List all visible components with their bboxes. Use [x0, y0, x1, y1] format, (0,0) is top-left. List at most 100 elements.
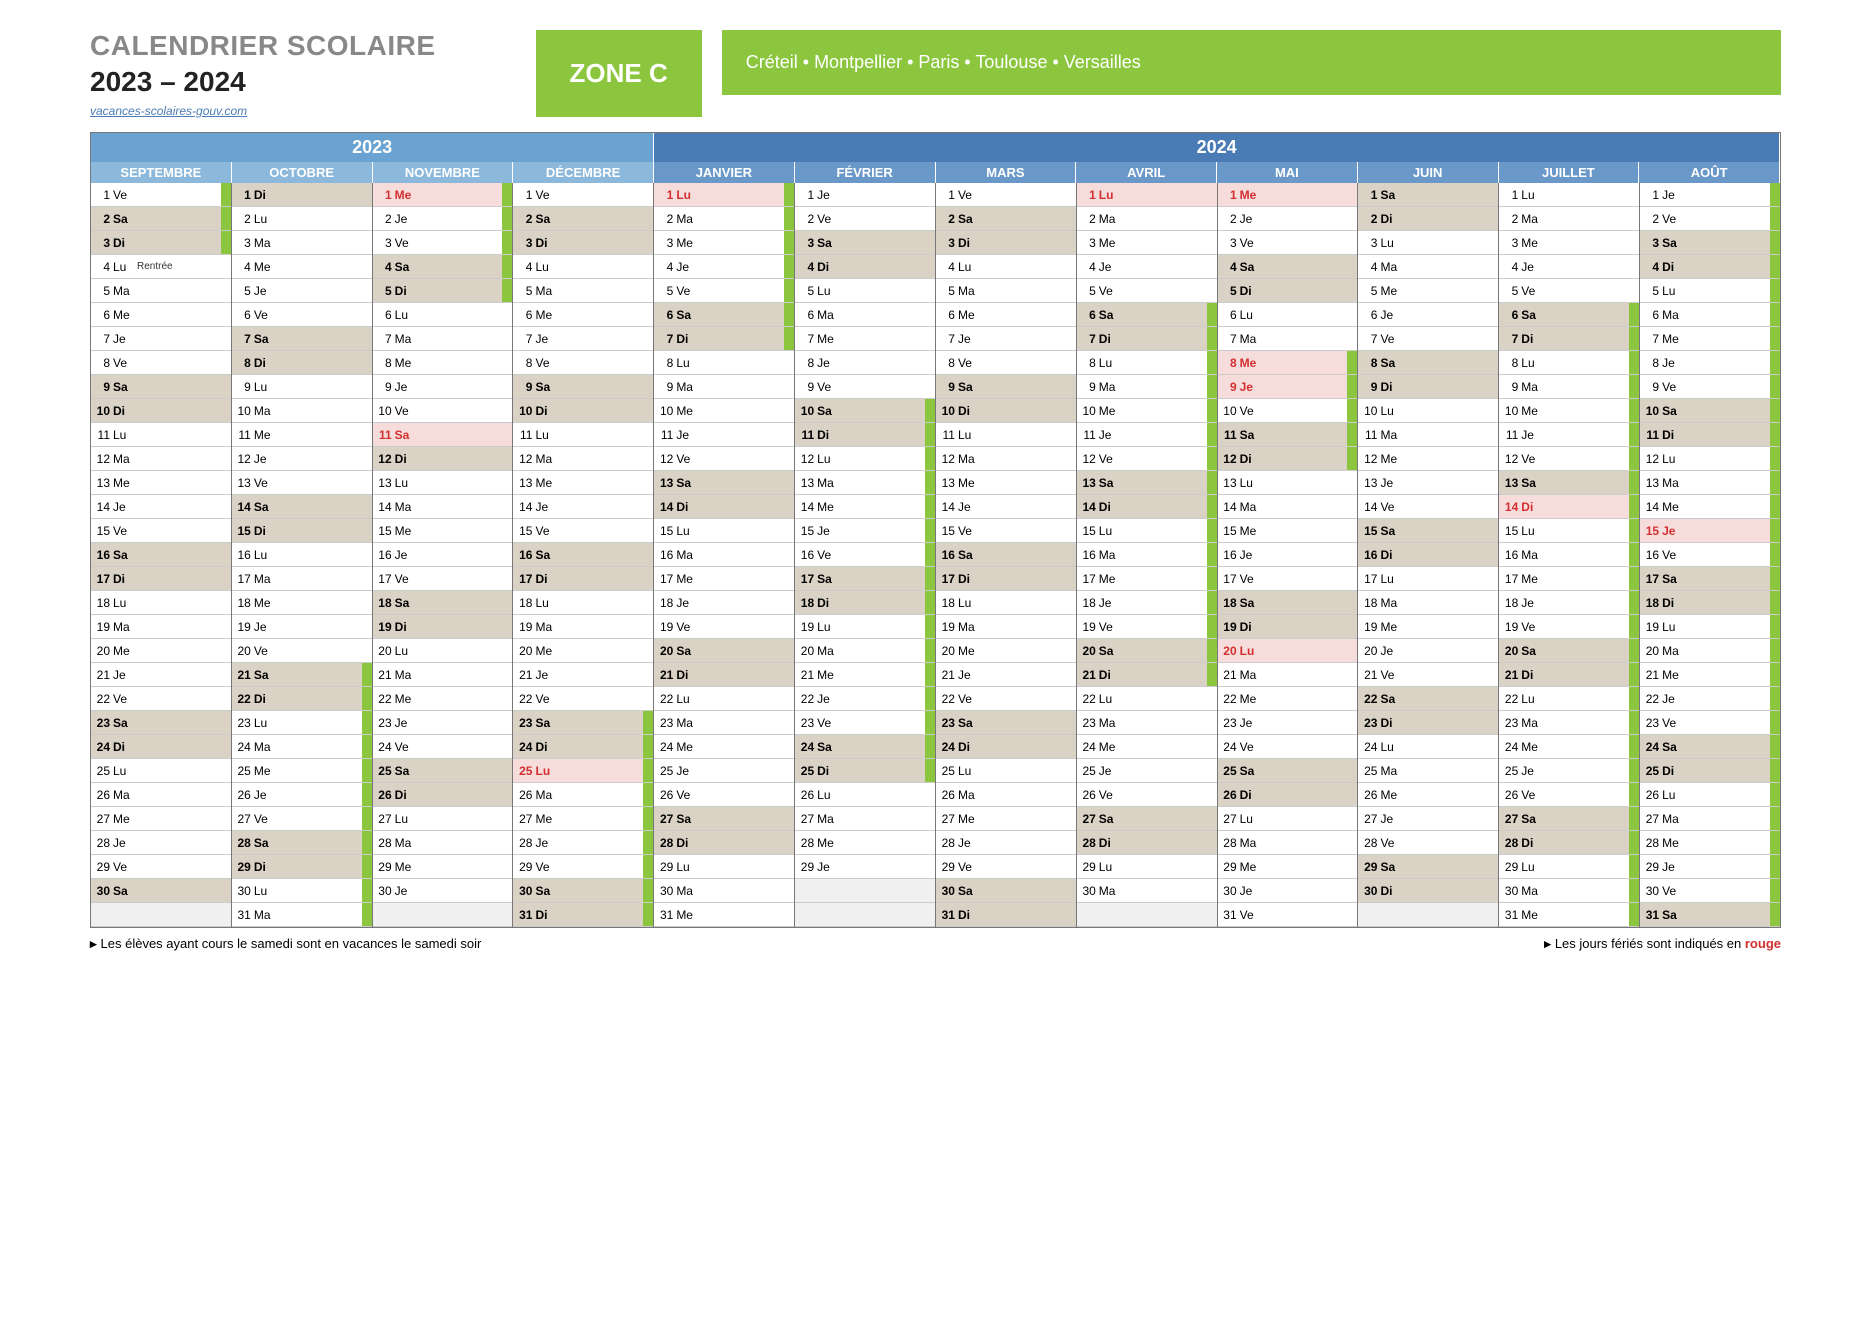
day-cell: 19Di	[373, 615, 513, 639]
day-cell: 21Me	[1640, 663, 1780, 687]
day-cell: 23Ve	[1640, 711, 1780, 735]
day-cell: 29Je	[1640, 855, 1780, 879]
site-link[interactable]: vacances-scolaires-gouv.com	[90, 104, 247, 118]
month-header: OCTOBRE	[232, 162, 373, 183]
day-cell: 22Je	[795, 687, 935, 711]
day-cell: 6Ma	[795, 303, 935, 327]
day-cell: 3Sa	[795, 231, 935, 255]
day-cell: 15Me	[373, 519, 513, 543]
day-cell: 28Di	[654, 831, 794, 855]
day-cell: 17Di	[936, 567, 1076, 591]
day-cell: 9Lu	[232, 375, 372, 399]
day-cell: 1Me	[373, 183, 513, 207]
day-cell: 8Me	[373, 351, 513, 375]
day-cell: 7Je	[91, 327, 231, 351]
day-cell: 26Ma	[513, 783, 653, 807]
day-cell: 21Di	[1499, 663, 1639, 687]
day-cell: 12Me	[1358, 447, 1498, 471]
day-cell: 13Me	[936, 471, 1076, 495]
day-cell: 13Ma	[795, 471, 935, 495]
day-cell: 21Me	[795, 663, 935, 687]
day-cell: 7Me	[1640, 327, 1780, 351]
day-cell: 18Lu	[91, 591, 231, 615]
day-cell: 3Sa	[1640, 231, 1780, 255]
day-cell: 11Lu	[513, 423, 653, 447]
day-cell: 18Lu	[513, 591, 653, 615]
day-cell: 4Di	[795, 255, 935, 279]
month-column: 1Ve2Sa3Di4LuRentrée5Ma6Me7Je8Ve9Sa10Di11…	[91, 183, 232, 927]
day-cell: 11Je	[1077, 423, 1217, 447]
day-cell: 9Sa	[513, 375, 653, 399]
day-cell: 29Lu	[1077, 855, 1217, 879]
day-cell: 21Di	[654, 663, 794, 687]
day-cell: 22Ve	[513, 687, 653, 711]
day-cell: 5Ve	[654, 279, 794, 303]
day-cell: 4Lu	[513, 255, 653, 279]
day-cell: 12Je	[232, 447, 372, 471]
day-cell: 19Je	[232, 615, 372, 639]
month-column: 1Me2Je3Ve4Sa5Di6Lu7Ma8Me9Je10Ve11Sa12Di1…	[1218, 183, 1359, 927]
day-cell	[1358, 903, 1498, 927]
day-cell	[795, 903, 935, 927]
month-column: 1Di2Lu3Ma4Me5Je6Ve7Sa8Di9Lu10Ma11Me12Je1…	[232, 183, 373, 927]
day-cell: 30Ma	[654, 879, 794, 903]
day-cell: 28Me	[1640, 831, 1780, 855]
day-cell: 19Ve	[654, 615, 794, 639]
day-cell: 25Di	[1640, 759, 1780, 783]
day-cell: 2Ve	[795, 207, 935, 231]
day-cell: 11Ma	[1358, 423, 1498, 447]
day-cell: 5Di	[1218, 279, 1358, 303]
day-cell: 10Lu	[1358, 399, 1498, 423]
day-cell: 4Ma	[1358, 255, 1498, 279]
day-cell: 8Lu	[654, 351, 794, 375]
day-cell: 26Me	[1358, 783, 1498, 807]
day-cell: 18Sa	[373, 591, 513, 615]
day-cell: 2Sa	[936, 207, 1076, 231]
day-cell: 25Sa	[1218, 759, 1358, 783]
day-cell: 15Me	[1218, 519, 1358, 543]
day-cell: 20Sa	[654, 639, 794, 663]
month-column: 1Sa2Di3Lu4Ma5Me6Je7Ve8Sa9Di10Lu11Ma12Me1…	[1358, 183, 1499, 927]
day-cell: 14Je	[513, 495, 653, 519]
day-cell: 30Sa	[91, 879, 231, 903]
day-cell: 15Lu	[1499, 519, 1639, 543]
day-cell: 8Ve	[91, 351, 231, 375]
day-cell: 5Ma	[513, 279, 653, 303]
day-cell: 23Sa	[513, 711, 653, 735]
day-cell: 29Je	[795, 855, 935, 879]
day-cell: 30Ma	[1499, 879, 1639, 903]
day-cell: 21Ve	[1358, 663, 1498, 687]
day-cell: 19Me	[1358, 615, 1498, 639]
day-cell: 4Sa	[373, 255, 513, 279]
day-cell: 23Je	[1218, 711, 1358, 735]
day-cell: 4Je	[654, 255, 794, 279]
day-cell: 19Lu	[1640, 615, 1780, 639]
day-cell: 3Di	[513, 231, 653, 255]
day-cell: 13Lu	[373, 471, 513, 495]
day-cell: 24Lu	[1358, 735, 1498, 759]
day-cell: 9Je	[373, 375, 513, 399]
day-cell: 10Di	[936, 399, 1076, 423]
day-cell: 4Je	[1499, 255, 1639, 279]
month-column: 1Lu2Ma3Me4Je5Ve6Sa7Di8Lu9Ma10Me11Je12Ve1…	[1077, 183, 1218, 927]
day-cell: 21Sa	[232, 663, 372, 687]
day-cell: 27Me	[936, 807, 1076, 831]
day-cell: 8Je	[795, 351, 935, 375]
day-cell: 24Di	[936, 735, 1076, 759]
day-cell: 1Sa	[1358, 183, 1498, 207]
day-cell: 23Di	[1358, 711, 1498, 735]
day-cell: 30Ma	[1077, 879, 1217, 903]
day-cell: 24Me	[654, 735, 794, 759]
day-cell: 28Je	[936, 831, 1076, 855]
day-cell: 24Di	[91, 735, 231, 759]
day-cell: 14Ma	[1218, 495, 1358, 519]
day-cell: 28Je	[91, 831, 231, 855]
day-cell: 17Ma	[232, 567, 372, 591]
day-cell: 23Ma	[654, 711, 794, 735]
day-cell: 8Me	[1218, 351, 1358, 375]
day-cell: 8Lu	[1077, 351, 1217, 375]
day-cell: 18Me	[232, 591, 372, 615]
day-cell: 16Ma	[1499, 543, 1639, 567]
day-cell: 26Ve	[654, 783, 794, 807]
day-cell: 21Je	[936, 663, 1076, 687]
